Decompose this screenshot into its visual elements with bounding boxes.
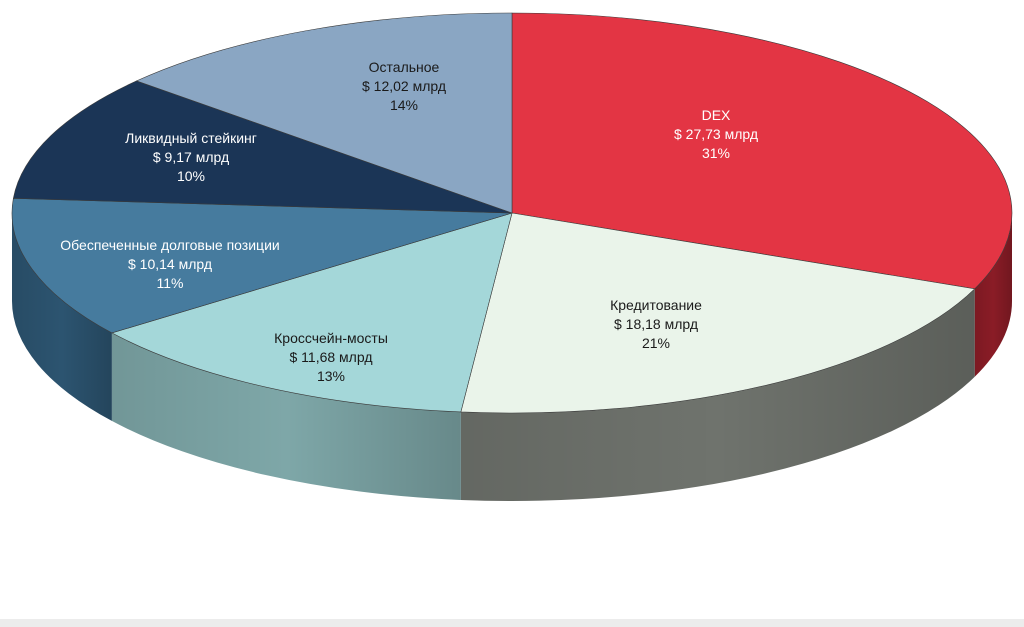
- slice-label-percent: 31%: [702, 145, 730, 161]
- slice-label-percent: 13%: [317, 368, 345, 384]
- slice-label-percent: 10%: [177, 168, 205, 184]
- slice-label-value: $ 18,18 млрд: [614, 316, 698, 332]
- slice-label-name: Обеспеченные долговые позиции: [60, 237, 279, 253]
- slice-label-percent: 11%: [157, 275, 184, 291]
- slice-label-percent: 14%: [390, 97, 418, 113]
- pie-sides: [12, 213, 1012, 501]
- slice-label-value: $ 10,14 млрд: [128, 256, 212, 272]
- pie-labels: DEX $ 27,73 млрд 31% Кредитование $ 18,18 мл…: [60, 59, 758, 384]
- pie-slice-1: [460, 212, 976, 414]
- slice-label-value: $ 9,17 млрд: [153, 149, 229, 165]
- slice-label-3: Обеспеченные долговые позиции $ 10,14 млр…: [60, 237, 279, 291]
- slice-label-0: DEX $ 27,73 млрд 31%: [674, 107, 758, 161]
- slice-label-name: Ликвидный стейкинг: [125, 130, 257, 146]
- pie-slice-2: [111, 212, 513, 413]
- pie-side-shade-2: [111, 332, 461, 500]
- slice-label-value: $ 27,73 млрд: [674, 126, 758, 142]
- pie-side-shade-3: [12, 213, 112, 421]
- pie-side-shade-0: [974, 213, 1012, 377]
- pie-slice-0: [511, 12, 1013, 290]
- slice-label-name: Кроссчейн-мосты: [274, 330, 388, 346]
- pie-slice-3: [11, 198, 513, 334]
- slice-label-name: Остальное: [369, 59, 440, 75]
- pie-tops: [11, 12, 1013, 414]
- pie-slice-5: [135, 12, 513, 214]
- pie-side-shade-1: [460, 288, 975, 501]
- slice-label-4: Ликвидный стейкинг $ 9,17 млрд 10%: [125, 130, 257, 184]
- bottom-divider: [0, 619, 1024, 627]
- slice-label-name: DEX: [702, 107, 731, 123]
- slice-label-percent: 21%: [642, 335, 670, 351]
- slice-label-value: $ 11,68 млрд: [290, 349, 373, 365]
- slice-label-name: Кредитование: [610, 297, 702, 313]
- slice-label-5: Остальное $ 12,02 млрд 14%: [362, 59, 446, 113]
- slice-label-2: Кроссчейн-мосты $ 11,68 млрд 13%: [274, 330, 388, 384]
- slice-label-value: $ 12,02 млрд: [362, 78, 446, 94]
- pie-slice-4: [12, 80, 513, 214]
- slice-label-1: Кредитование $ 18,18 млрд 21%: [610, 297, 702, 351]
